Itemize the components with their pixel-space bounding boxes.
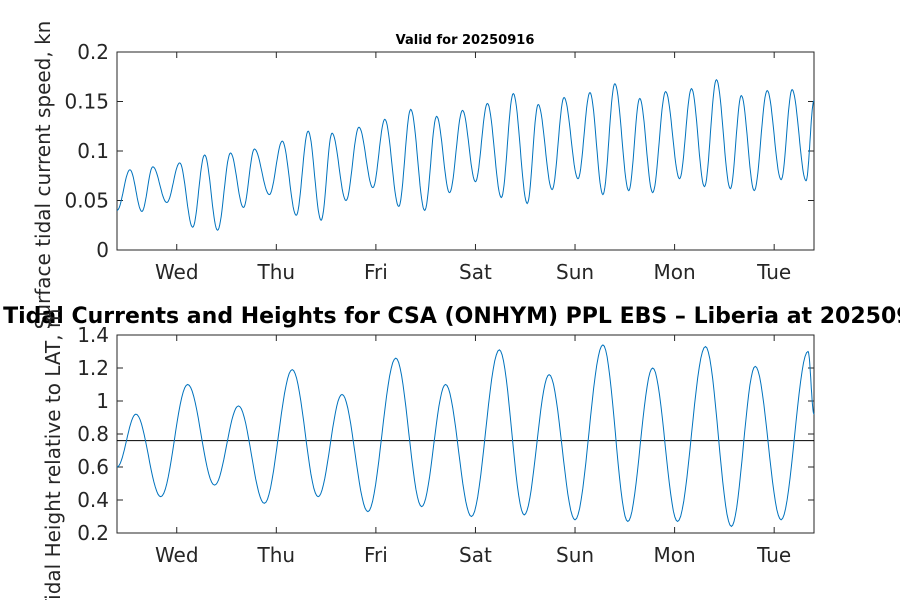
x-tick-label: Fri (364, 260, 388, 284)
x-tick-label: Mon (654, 543, 696, 567)
y-tick-label: 0.2 (77, 521, 109, 545)
y-tick-label: 0.8 (77, 422, 109, 446)
tidal-height-chart: Tidal Currents and Heights for CSA (ONHY… (3, 304, 900, 600)
height-y-axis-label: Tidal Height relative to LAT, m (41, 309, 65, 600)
current-x-axis: Wed Thu Fri Sat Sun Mon Tue (155, 52, 791, 284)
y-tick-label: 1.4 (77, 323, 109, 347)
height-y-axis: 0.2 0.4 0.6 0.8 1 1.2 1.4 (77, 323, 814, 545)
current-speed-line (116, 78, 815, 231)
x-tick-label: Mon (654, 260, 696, 284)
height-x-axis: Wed Thu Fri Sat Sun Mon Tue (155, 335, 791, 567)
x-tick-label: Tue (756, 543, 791, 567)
y-tick-label: 0.05 (64, 189, 109, 213)
current-speed-chart: Valid for 20250916 Wed Thu Fri Sat Sun Mon Tue… (31, 21, 815, 330)
x-tick-label: Wed (155, 260, 199, 284)
height-plot-area (116, 334, 815, 534)
x-tick-label: Sun (556, 260, 594, 284)
x-tick-label: Tue (756, 260, 791, 284)
x-tick-label: Wed (155, 543, 199, 567)
tidal-height-line (116, 344, 815, 528)
y-tick-label: 1 (96, 389, 109, 413)
y-tick-label: 0 (96, 238, 109, 262)
x-tick-label: Sat (459, 543, 492, 567)
x-tick-label: Sun (556, 543, 594, 567)
y-tick-label: 0.6 (77, 455, 109, 479)
x-tick-label: Sat (459, 260, 492, 284)
x-tick-label: Fri (364, 543, 388, 567)
current-y-axis: 0 0.05 0.1 0.15 0.2 (64, 40, 814, 262)
y-tick-label: 0.2 (77, 40, 109, 64)
x-tick-label: Thu (257, 543, 296, 567)
y-tick-label: 0.15 (64, 90, 109, 114)
current-y-axis-label: Surface tidal current speed, kn (31, 21, 55, 330)
height-chart-title: Tidal Currents and Heights for CSA (ONHY… (3, 304, 900, 329)
y-tick-label: 0.4 (77, 488, 109, 512)
y-tick-label: 0.1 (77, 139, 109, 163)
x-tick-label: Thu (257, 260, 296, 284)
current-chart-title: Valid for 20250916 (396, 33, 535, 48)
y-tick-label: 1.2 (77, 356, 109, 380)
